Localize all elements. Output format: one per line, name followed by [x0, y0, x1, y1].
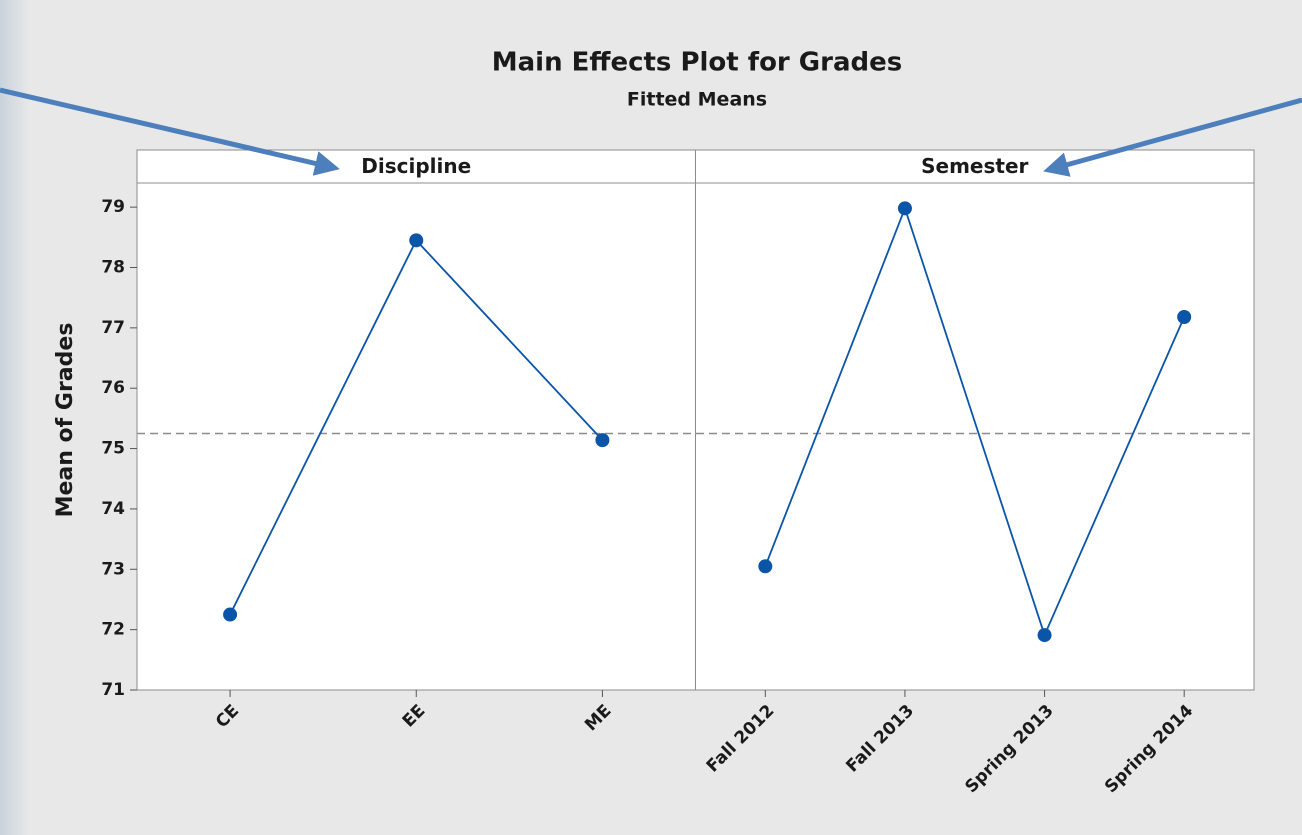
y-tick-label: 74 [101, 499, 125, 519]
x-tick-label: Spring 2014 [1101, 701, 1197, 797]
x-tick-label: EE [399, 701, 430, 732]
x-tick-label: Fall 2012 [703, 701, 779, 777]
data-point [1037, 628, 1052, 643]
annotation-arrow [1043, 97, 1302, 177]
y-tick-label: 75 [101, 439, 125, 459]
y-tick-label: 76 [101, 378, 125, 398]
y-tick-label: 78 [101, 258, 125, 278]
x-tick-label: ME [581, 701, 615, 735]
data-point [223, 607, 238, 622]
y-tick-label: 79 [101, 197, 125, 217]
y-tick-label: 73 [101, 559, 125, 579]
data-point [1177, 309, 1192, 324]
x-tick-label: Spring 2013 [961, 701, 1057, 797]
x-tick-label: CE [212, 701, 243, 732]
chart-title: Main Effects Plot for Grades [492, 48, 903, 78]
data-point [409, 233, 424, 248]
panel-title: Discipline [361, 154, 471, 178]
background-edge [0, 0, 30, 835]
x-tick-label: Fall 2013 [842, 701, 918, 777]
data-point [595, 433, 610, 448]
y-tick-label: 71 [101, 680, 125, 700]
y-tick-label: 72 [101, 620, 125, 640]
panel-title: Semester [921, 154, 1028, 178]
y-axis-label: Mean of Grades [53, 323, 78, 518]
chart-subtitle: Fitted Means [627, 89, 767, 111]
y-tick-label: 77 [101, 318, 125, 338]
data-point [758, 559, 773, 574]
effect-line [764, 205, 1186, 638]
data-point [897, 201, 912, 216]
annotation-arrow [0, 87, 340, 176]
